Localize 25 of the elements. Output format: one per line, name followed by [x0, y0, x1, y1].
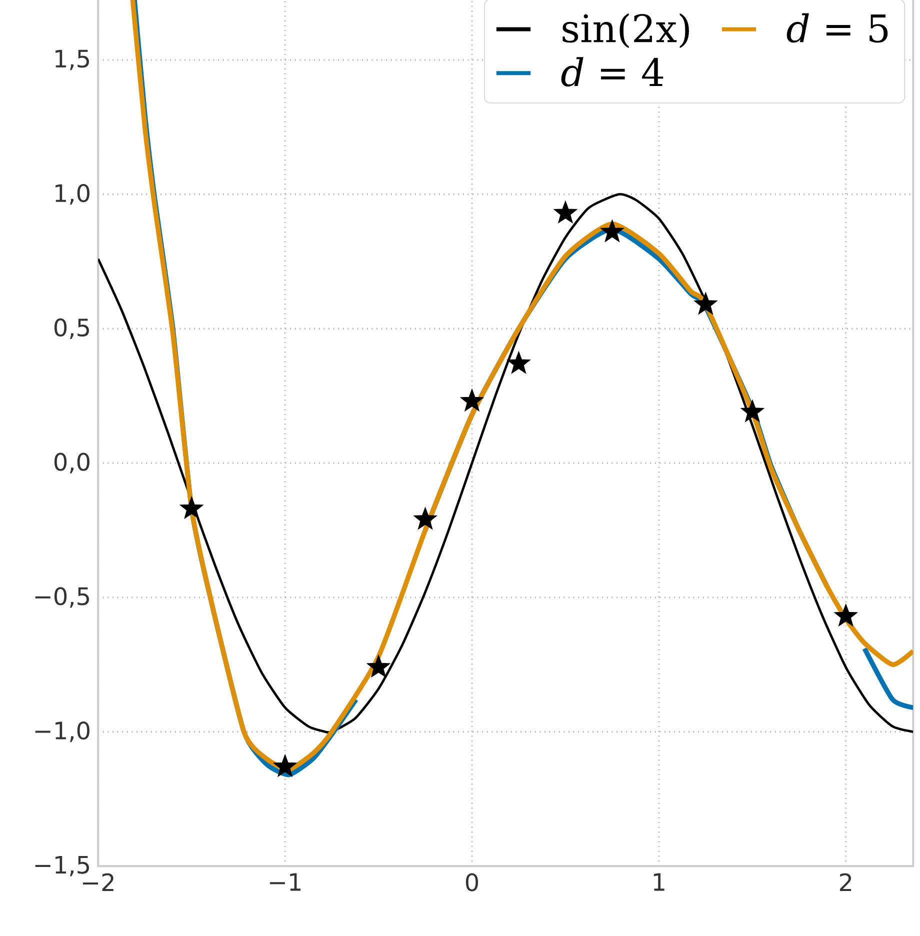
point — [694, 292, 718, 315]
point — [600, 220, 624, 242]
point — [740, 400, 764, 422]
point — [834, 604, 858, 626]
legend-label: d = 4 — [561, 57, 664, 87]
y-tick-label: 0,5 — [54, 318, 89, 340]
y-tick-label: −0,5 — [35, 587, 89, 608]
line-series — [98, 193, 914, 733]
x-tick-label: −1 — [270, 873, 301, 891]
point — [554, 200, 578, 224]
point — [180, 496, 204, 519]
legend-label: d = 5 — [786, 13, 888, 43]
y-tick-label: 1,0 — [56, 184, 90, 205]
point — [366, 654, 390, 678]
legend-label: sin(2x) — [562, 13, 689, 48]
point — [460, 388, 484, 412]
x-tick-label: 0 — [466, 873, 478, 892]
x-tick-label: 2 — [840, 873, 852, 892]
y-tick-label: 0,0 — [54, 452, 90, 474]
x-tick-label: 1 — [654, 873, 664, 891]
point — [507, 351, 530, 374]
y-tick-label: 1,5 — [56, 50, 89, 70]
point — [273, 754, 297, 777]
y-tick-label: −1,0 — [35, 721, 90, 742]
point — [414, 507, 437, 530]
